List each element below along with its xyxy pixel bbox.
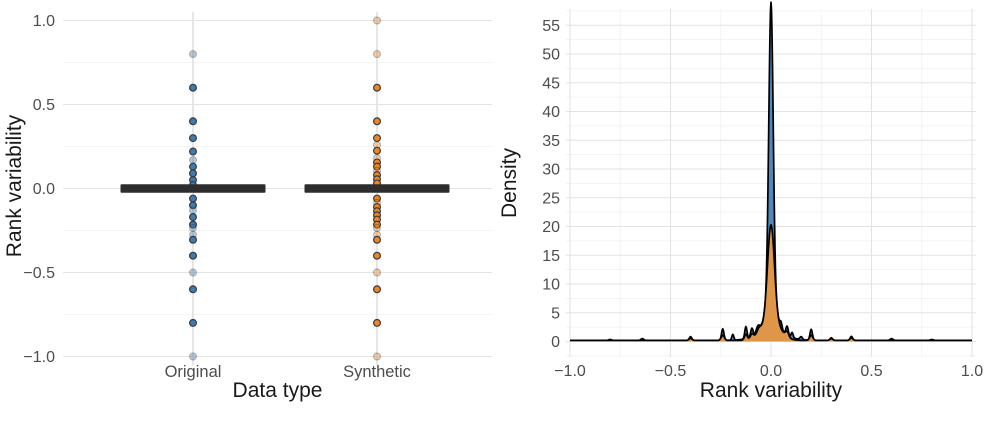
x-tick-label: 0.0 xyxy=(760,363,782,380)
y-tick-label: 40 xyxy=(542,104,560,121)
y-tick-label: 35 xyxy=(542,133,560,150)
y-tick-label: 20 xyxy=(542,219,560,236)
data-point-synthetic xyxy=(373,117,382,126)
left-x-axis-title: Data type xyxy=(232,379,323,402)
density-fill-original xyxy=(570,2,972,342)
data-point-original xyxy=(189,155,198,164)
x-tick-label: −0.5 xyxy=(655,363,687,380)
data-point-original xyxy=(189,169,198,178)
data-point-original xyxy=(189,223,198,232)
x-category-label: Synthetic xyxy=(343,363,411,381)
median-bar xyxy=(120,184,266,193)
y-tick-label: 25 xyxy=(542,190,560,207)
median-bar xyxy=(304,184,450,193)
density-fill-synthetic xyxy=(570,224,972,342)
data-point-synthetic xyxy=(373,318,382,327)
data-point-synthetic xyxy=(373,352,382,361)
data-point-synthetic xyxy=(373,162,382,171)
x-category-label: Original xyxy=(165,363,222,381)
data-point-original xyxy=(189,50,198,59)
data-point-original xyxy=(189,83,198,92)
y-tick-label: −0.5 xyxy=(23,265,55,282)
density-curve-synthetic xyxy=(569,224,973,342)
data-point-original xyxy=(189,285,198,294)
data-point-original xyxy=(189,147,198,156)
data-point-original xyxy=(189,268,198,277)
data-point-original xyxy=(189,213,198,222)
data-point-synthetic xyxy=(373,83,382,92)
y-tick-label: 50 xyxy=(542,47,560,64)
density-plot-panel: 0 5 10 15 20 25 30 35 40 45 50 55 −1.0 −0.5 0.0 0.5 1.0 … xyxy=(498,0,996,424)
strip-plot-panel: 1.0 0.5 0.0 −0.5 −1.0 Original Synthetic Data … xyxy=(3,12,492,402)
data-point-synthetic xyxy=(373,251,382,260)
y-tick-label: 1.0 xyxy=(33,13,55,30)
x-tick-label: 0.5 xyxy=(860,363,882,380)
x-tick-label: 1.0 xyxy=(961,363,983,380)
right-x-axis-title: Rank variability xyxy=(699,379,843,402)
x-tick-label: −1.0 xyxy=(554,363,586,380)
data-point-original xyxy=(189,251,198,260)
strip-plot-canvas: 1.0 0.5 0.0 −0.5 −1.0 Original Synthetic xyxy=(23,12,492,381)
data-point-synthetic xyxy=(373,50,382,59)
left-y-axis-title: Rank variability xyxy=(3,114,26,258)
data-point-original xyxy=(189,117,198,126)
data-point-original xyxy=(189,162,198,171)
data-point-original xyxy=(189,352,198,361)
y-tick-label: 0 xyxy=(551,334,560,351)
y-tick-label: 55 xyxy=(542,18,560,35)
density-plot-canvas: 0 5 10 15 20 25 30 35 40 45 50 55 −1.0 −0.5 0.0 0.5 1.0 xyxy=(542,1,983,380)
data-point-synthetic xyxy=(373,235,382,244)
y-tick-label: 45 xyxy=(542,75,560,92)
right-y-axis-title: Density xyxy=(498,147,521,219)
data-point-original xyxy=(189,194,198,203)
data-point-synthetic xyxy=(373,268,382,277)
data-point-synthetic xyxy=(373,134,382,143)
y-tick-label: 30 xyxy=(542,162,560,179)
data-point-synthetic xyxy=(373,220,382,229)
data-point-synthetic xyxy=(373,194,382,203)
y-tick-label: 15 xyxy=(542,248,560,265)
data-point-original xyxy=(189,206,198,215)
data-point-synthetic xyxy=(373,285,382,294)
data-point-original xyxy=(189,318,198,327)
data-point-synthetic xyxy=(373,16,382,25)
y-tick-label: 10 xyxy=(542,277,560,294)
y-tick-label: 0.0 xyxy=(33,181,55,198)
data-point-original xyxy=(189,235,198,244)
y-tick-label: 5 xyxy=(551,305,560,322)
y-tick-label: 0.5 xyxy=(33,97,55,114)
data-point-synthetic xyxy=(373,146,382,155)
y-tick-label: −1.0 xyxy=(23,349,55,366)
data-point-original xyxy=(189,201,198,210)
data-point-original xyxy=(189,134,198,143)
data-point-synthetic xyxy=(373,223,382,232)
data-point-original xyxy=(189,220,198,229)
